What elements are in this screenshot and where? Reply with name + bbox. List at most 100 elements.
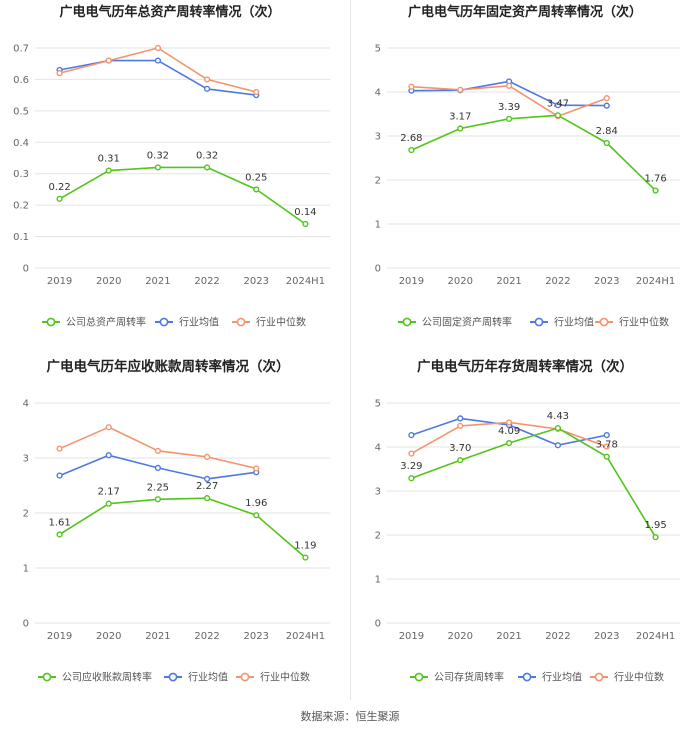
company-legend-label: 公司固定资产周转率 bbox=[422, 316, 512, 329]
industry_median-legend-label: 行业中位数 bbox=[260, 671, 310, 684]
industry_median-data-point bbox=[408, 450, 415, 457]
industry_median-data-point bbox=[603, 95, 610, 102]
industry_median-data-point bbox=[408, 83, 415, 90]
industry_median-data-point bbox=[154, 447, 162, 454]
company-data-point bbox=[408, 475, 415, 482]
x-tick-label: 2019 bbox=[47, 276, 72, 287]
company-data-point bbox=[203, 164, 211, 171]
y-tick-label: 3 bbox=[23, 454, 29, 465]
y-tick-label: 0.2 bbox=[13, 201, 29, 212]
x-tick-label: 2024H1 bbox=[636, 631, 675, 642]
x-tick-label: 2020 bbox=[448, 631, 473, 642]
y-tick-label: 4 bbox=[23, 399, 29, 410]
company-data-point bbox=[56, 195, 63, 202]
company-data-label: 2.84 bbox=[596, 126, 618, 137]
industry_median-data-point bbox=[56, 70, 63, 77]
industry_avg-data-point bbox=[154, 57, 162, 64]
company-data-point bbox=[457, 457, 464, 464]
industry_avg-data-point bbox=[203, 85, 211, 92]
company-legend-label: 公司总资产周转率 bbox=[66, 316, 146, 329]
y-tick-label: 0 bbox=[23, 264, 29, 275]
company-data-label: 1.96 bbox=[245, 498, 267, 509]
company-data-point bbox=[554, 424, 562, 432]
industry_median-series-line bbox=[59, 47, 257, 93]
company-series-line bbox=[59, 166, 306, 225]
industry_avg-data-point bbox=[408, 432, 415, 439]
x-tick-label: 2022 bbox=[545, 276, 570, 287]
x-tick-label: 2022 bbox=[545, 631, 570, 642]
company-data-point bbox=[253, 512, 260, 519]
company-data-label: 3.17 bbox=[449, 112, 471, 123]
y-tick-label: 0 bbox=[23, 619, 29, 630]
x-tick-label: 2021 bbox=[145, 631, 170, 642]
y-tick-label: 1 bbox=[375, 575, 381, 586]
industry_median-data-point bbox=[457, 86, 464, 93]
company-data-label: 1.95 bbox=[644, 520, 666, 531]
industry_median-data-point bbox=[505, 419, 513, 426]
x-tick-label: 2020 bbox=[96, 631, 121, 642]
y-tick-label: 2 bbox=[375, 176, 381, 187]
industry_median-data-point bbox=[457, 422, 464, 429]
industry_avg-data-point bbox=[603, 432, 610, 439]
x-tick-label: 2024H1 bbox=[286, 276, 325, 287]
industry_median-data-point bbox=[603, 443, 610, 450]
company-data-point bbox=[652, 187, 659, 194]
y-tick-label: 4 bbox=[375, 88, 381, 99]
industry_avg-legend-label: 行业均值 bbox=[179, 316, 219, 329]
industry_avg-data-point bbox=[154, 464, 162, 472]
x-tick-label: 2021 bbox=[496, 631, 521, 642]
company-data-point bbox=[105, 500, 112, 507]
industry_median-data-point bbox=[203, 453, 211, 461]
y-tick-label: 0.3 bbox=[13, 169, 29, 180]
y-tick-label: 3 bbox=[375, 132, 381, 143]
company-data-label: 3.78 bbox=[596, 440, 618, 451]
company-legend-marker bbox=[42, 672, 52, 682]
company-legend-label: 公司存货周转率 bbox=[434, 671, 504, 684]
company-data-point bbox=[603, 139, 610, 147]
y-tick-label: 5 bbox=[375, 44, 381, 55]
industry_avg-legend-label: 行业均值 bbox=[554, 316, 594, 329]
company-legend-label: 公司应收账款周转率 bbox=[62, 671, 152, 684]
industry_median-legend-label: 行业中位数 bbox=[256, 316, 306, 329]
x-tick-label: 2023 bbox=[594, 631, 619, 642]
company-data-label: 0.31 bbox=[98, 154, 120, 165]
x-tick-label: 2023 bbox=[244, 276, 269, 287]
industry_median-legend-marker bbox=[599, 317, 609, 327]
company-legend-marker bbox=[402, 317, 412, 327]
company-data-label: 0.25 bbox=[245, 172, 267, 183]
company-data-point bbox=[105, 167, 112, 174]
y-tick-label: 2 bbox=[23, 509, 29, 520]
industry_median-legend-marker bbox=[594, 672, 604, 682]
y-tick-label: 2 bbox=[375, 531, 381, 542]
inventory-chart-title: 广电电气历年存货周转率情况（次） bbox=[417, 358, 633, 375]
industry_avg-data-point bbox=[457, 415, 464, 422]
company-data-label: 2.27 bbox=[196, 481, 218, 492]
y-tick-label: 0.7 bbox=[13, 44, 29, 55]
data-source-note: 数据来源：恒生聚源 bbox=[300, 710, 400, 723]
y-tick-label: 0 bbox=[375, 264, 381, 275]
industry_median-data-point bbox=[253, 88, 260, 96]
y-tick-label: 1 bbox=[375, 220, 381, 231]
company-data-point bbox=[154, 496, 162, 503]
company-data-label: 2.17 bbox=[98, 487, 120, 498]
industry_median-legend-label: 行业中位数 bbox=[614, 671, 664, 684]
company-data-label: 1.19 bbox=[294, 541, 316, 552]
total-asset-turnover-chart: 广电电气历年总资产周转率情况（次） 0 0.1 0.2 0.3 0.4 0.5 0.6 0.7 2… bbox=[13, 4, 330, 329]
chart-panel-fixed-asset-turnover: 广电电气历年固定资产周转率情况（次） 0 1 2 3 4 5 2019 2020 2021 2022… bbox=[350, 0, 700, 355]
y-tick-label: 3 bbox=[375, 487, 381, 498]
y-tick-label: 0.6 bbox=[13, 75, 29, 86]
y-tick-label: 1 bbox=[23, 564, 29, 575]
industry_avg-legend-marker bbox=[522, 672, 532, 682]
industry_median-data-point bbox=[253, 465, 260, 472]
company-data-point bbox=[154, 164, 162, 171]
x-tick-label: 2023 bbox=[244, 631, 269, 642]
company-data-point bbox=[56, 531, 63, 538]
company-data-label: 0.22 bbox=[48, 182, 70, 193]
y-tick-label: 0.5 bbox=[13, 106, 29, 117]
company-legend-marker bbox=[414, 672, 424, 682]
chart-panel-total-asset-turnover: 广电电气历年总资产周转率情况（次） 0 0.1 0.2 0.3 0.4 0.5 0.6 0.7 2… bbox=[0, 0, 350, 355]
company-data-label: 1.61 bbox=[48, 517, 70, 528]
company-data-label: 3.39 bbox=[498, 102, 520, 113]
company-data-point bbox=[603, 453, 610, 460]
